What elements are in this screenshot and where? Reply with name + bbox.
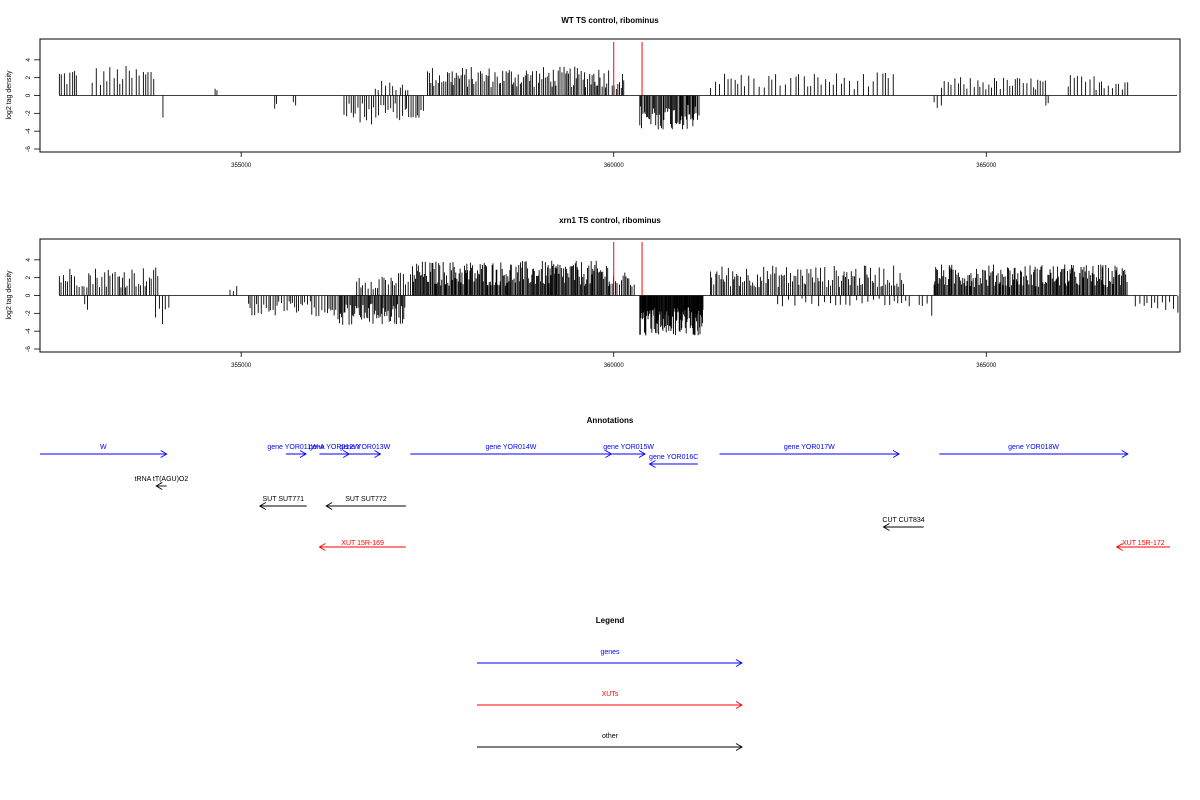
gene-arrowhead [648, 460, 656, 468]
y-tick-label: 0 [25, 93, 32, 97]
gene-label: gene YOR011W-A [267, 444, 325, 451]
y-tick-label: 0 [25, 293, 32, 297]
x-axis: 355000 360000 365000 [231, 352, 997, 369]
bars [58, 260, 1179, 336]
feature-label: tRNA tT(AGU)O2 [135, 476, 189, 483]
feature-arrowhead [882, 523, 890, 531]
legend: Legend genes XUTs other [477, 616, 743, 751]
gene-label: gene YOR015W [603, 444, 654, 451]
feature-arrowhead [325, 502, 333, 510]
y-tick-label: -6 [25, 146, 32, 152]
x-tick-label: 360000 [604, 363, 625, 369]
feature-arrowhead [258, 502, 267, 510]
legend-label: genes [600, 649, 620, 656]
gene-label: gene YOR012W [309, 444, 360, 451]
gene-label: gene YOR013W [339, 444, 390, 451]
y-tick-label: -2 [25, 110, 32, 116]
feature-label: CUT CUT834 [882, 517, 924, 524]
x-tick-label: 365000 [976, 363, 997, 369]
xut-label: XUT 15R-169 [341, 540, 384, 547]
xut-arrowhead [1115, 543, 1123, 551]
y-axis-label: log2 tag density [6, 270, 13, 320]
other-track: tRNA tT(AGU)O2 SUT SUT771 SUT SUT772 CUT CU… [135, 476, 925, 531]
annotations-title: Annotations [587, 416, 634, 425]
y-axis-label: log2 tag density [6, 70, 13, 120]
xut-track: XUT 15R-169 XUT 15R-172 [318, 540, 1170, 551]
feature-arrowhead [155, 482, 163, 490]
gene-arrowhead [160, 450, 168, 458]
gene-arrowhead [605, 450, 613, 458]
legend-label: other [602, 733, 619, 740]
x-tick-label: 355000 [231, 163, 252, 169]
legend-arrowhead [735, 659, 743, 667]
feature-label: SUT SUT772 [345, 496, 387, 503]
gene-arrowhead [892, 450, 900, 458]
x-tick-label: 355000 [231, 363, 252, 369]
gene-label: gene YOR018W [1008, 444, 1059, 451]
chart-title: xrn1 TS control, ribominus [559, 216, 661, 225]
gene-label: gene YOR014W [485, 444, 536, 451]
gene-arrowhead [299, 450, 307, 458]
legend-arrowhead [735, 743, 743, 751]
gene-label: W [100, 444, 107, 451]
y-tick-label: 4 [25, 258, 32, 262]
y-axis: -6 -4 -2 0 2 4 [25, 58, 40, 152]
y-tick-label: -6 [25, 346, 32, 352]
y-tick-label: 2 [25, 75, 32, 79]
y-tick-label: -4 [25, 128, 32, 134]
feature-label: SUT SUT771 [263, 496, 305, 503]
x-tick-label: 360000 [604, 163, 625, 169]
bars [58, 65, 1178, 130]
markers [613, 242, 643, 296]
legend-items: genes XUTs other [477, 649, 743, 751]
gene-arrowhead [374, 450, 382, 458]
gene-arrowhead [638, 450, 646, 458]
legend-label: XUTs [602, 691, 619, 698]
gene-label: gene YOR016C [649, 454, 698, 461]
x-tick-label: 365000 [976, 163, 997, 169]
chart-title: WT TS control, ribominus [561, 16, 659, 25]
xut-label: XUT 15R-172 [1122, 540, 1165, 547]
chart-panel-xrn1: xrn1 TS control, ribominus log2 tag dens… [6, 216, 1181, 369]
xut-arrowhead [318, 543, 326, 551]
chart-panel-wt: WT TS control, ribominus log2 tag densit… [6, 16, 1181, 169]
markers [613, 42, 643, 96]
y-tick-label: 2 [25, 275, 32, 279]
y-tick-label: -4 [25, 328, 32, 334]
gene-arrowhead [1121, 450, 1129, 458]
y-axis: -6 -4 -2 0 2 4 [25, 258, 40, 352]
legend-arrowhead [735, 701, 743, 709]
gene-label: gene YOR017W [784, 444, 835, 451]
y-tick-label: 4 [25, 58, 32, 62]
legend-title: Legend [596, 616, 625, 625]
y-tick-label: -2 [25, 310, 32, 316]
x-axis: 355000 360000 365000 [231, 152, 997, 169]
